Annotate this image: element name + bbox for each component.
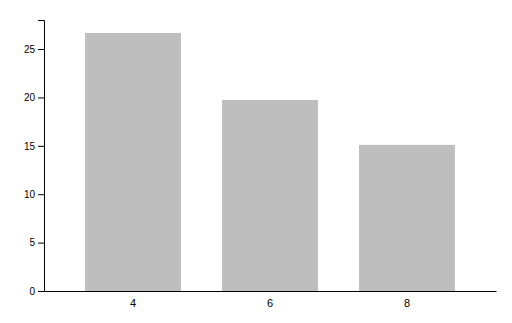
x-axis: 4 6 8 — [45, 292, 497, 309]
tick-mark — [38, 291, 44, 292]
tick-label: 4 — [130, 297, 136, 309]
tick-label: 15 — [24, 141, 36, 152]
tick-label: 5 — [29, 237, 35, 248]
tick: 6 — [267, 297, 273, 309]
tick: 15 — [24, 141, 44, 152]
y-axis: 0 5 10 15 20 25 — [24, 21, 45, 297]
tick-mark — [38, 194, 44, 195]
tick: 10 — [24, 189, 44, 200]
tick-mark — [38, 97, 44, 98]
chart: 0 5 10 15 20 25 4 6 8 — [0, 0, 512, 323]
tick-label: 0 — [29, 286, 35, 297]
tick: 8 — [404, 297, 410, 309]
bar — [222, 100, 318, 291]
tick-label: 20 — [24, 92, 36, 103]
tick: 25 — [24, 44, 44, 55]
bar — [359, 145, 455, 291]
tick: 5 — [29, 237, 44, 248]
chart-container: 0 5 10 15 20 25 4 6 8 — [0, 0, 512, 323]
tick: 20 — [24, 92, 44, 103]
bars — [85, 33, 455, 291]
tick-label: 25 — [24, 44, 36, 55]
tick: 4 — [130, 297, 136, 309]
tick-label: 8 — [404, 297, 410, 309]
tick-label: 6 — [267, 297, 273, 309]
tick-mark — [38, 146, 44, 147]
tick-mark — [38, 243, 44, 244]
tick-mark — [38, 49, 44, 50]
bar — [85, 33, 181, 291]
tick: 0 — [29, 286, 44, 297]
tick-label: 10 — [24, 189, 36, 200]
axis-line — [38, 21, 45, 292]
plot-area: 0 5 10 15 20 25 4 6 8 — [24, 21, 497, 309]
axis-line — [45, 291, 497, 292]
